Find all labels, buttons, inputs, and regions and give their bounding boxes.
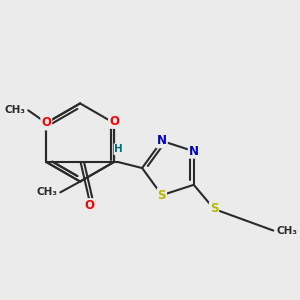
Text: H: H xyxy=(115,144,123,154)
Text: CH₃: CH₃ xyxy=(36,188,57,197)
Text: S: S xyxy=(158,189,166,202)
Text: CH₃: CH₃ xyxy=(276,226,297,236)
Text: O: O xyxy=(41,116,51,130)
Text: N: N xyxy=(157,134,167,147)
Text: O: O xyxy=(109,115,119,128)
Text: N: N xyxy=(189,145,199,158)
Text: O: O xyxy=(85,199,94,212)
Text: CH₃: CH₃ xyxy=(4,105,25,115)
Text: S: S xyxy=(210,202,218,215)
